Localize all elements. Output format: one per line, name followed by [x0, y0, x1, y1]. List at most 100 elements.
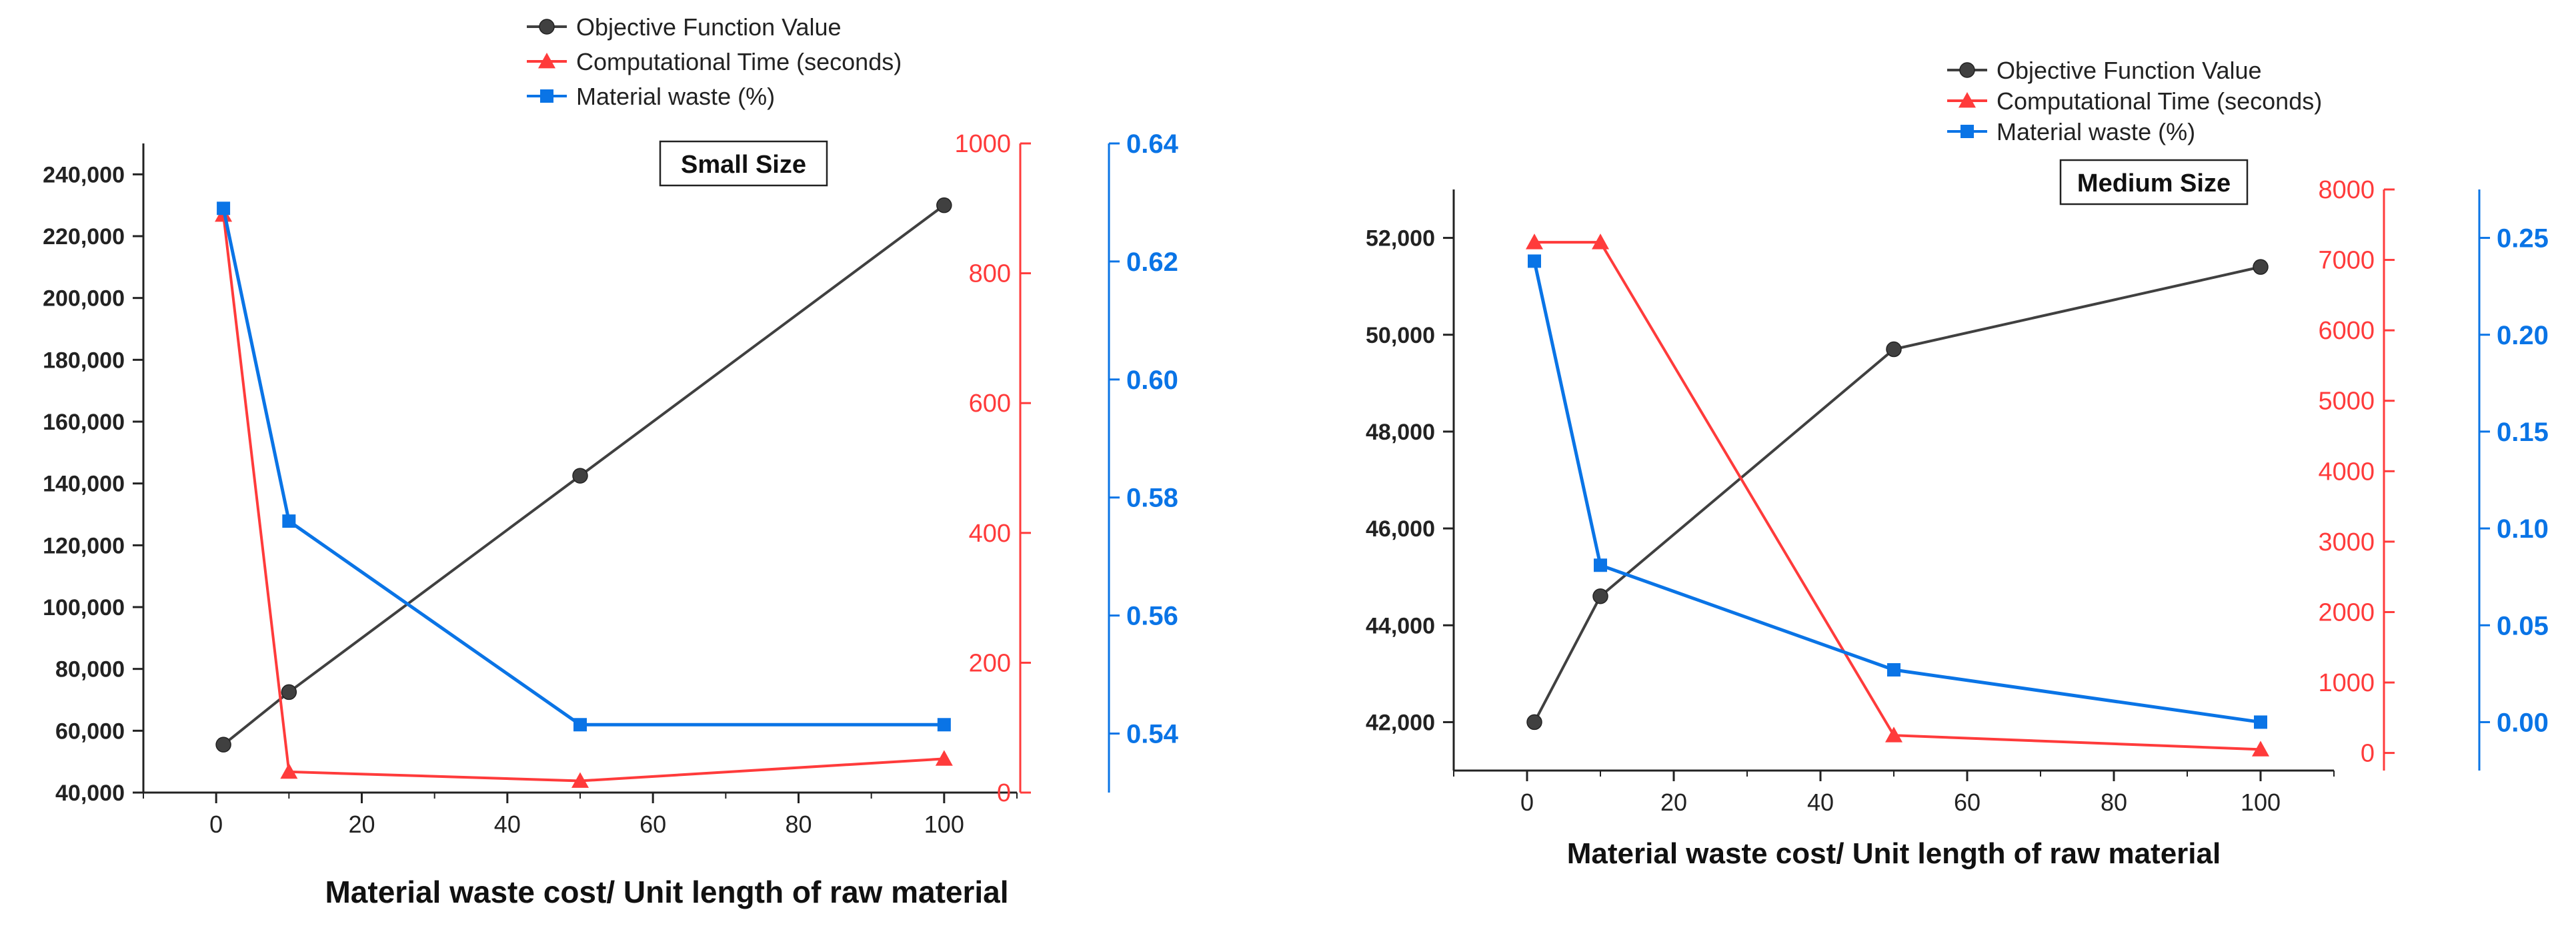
y3-tick-label: 0.62: [1126, 248, 1178, 277]
data-point-circle: [936, 197, 952, 213]
y3-tick-label: 0.64: [1126, 129, 1179, 159]
legend-label: Computational Time (seconds): [1997, 87, 2322, 115]
y3-tick-label: 0.10: [2497, 514, 2549, 544]
data-point-square: [1887, 663, 1900, 677]
y3-tick-label: 0.54: [1126, 720, 1179, 749]
y1-tick-label: 50,000: [1366, 323, 1435, 348]
y3-tick-label: 0.60: [1126, 366, 1178, 395]
series-line-square: [221, 207, 944, 727]
y2-tick-label: 0: [997, 779, 1011, 807]
data-point-circle: [281, 684, 297, 701]
series-line-circle: [222, 204, 946, 746]
data-point-square: [217, 201, 231, 215]
y1-tick-label: 80,000: [55, 657, 125, 682]
y2-tick-label: 200: [969, 649, 1011, 677]
legend-label: Objective Function Value: [1997, 57, 2262, 84]
x-tick-label: 0: [1520, 789, 1534, 816]
series-line-circle: [1533, 266, 2261, 723]
y2-tick-label: 3000: [2318, 528, 2375, 556]
x-axis-title: Material waste cost/ Unit length of raw …: [1567, 837, 2221, 870]
data-point-square: [937, 718, 951, 732]
legend-marker-square: [1961, 125, 1974, 138]
legend-label: Material waste (%): [1997, 118, 2195, 145]
y2-tick-label: 6000: [2318, 317, 2375, 345]
legend-marker-triangle: [538, 53, 555, 69]
y2-tick-label: 600: [969, 390, 1011, 418]
y1-tick-label: 40,000: [55, 781, 125, 806]
y1-tick-label: 100,000: [43, 595, 125, 620]
x-tick-label: 20: [348, 811, 375, 838]
data-point-triangle: [280, 763, 298, 779]
y3-tick-label: 0.00: [2497, 708, 2549, 737]
x-tick-label: 40: [494, 811, 521, 838]
y3-tick-label: 0.05: [2497, 611, 2549, 640]
x-tick-label: 100: [2241, 789, 2281, 816]
y1-tick-label: 46,000: [1366, 516, 1435, 542]
x-axis-title: Material waste cost/ Unit length of raw …: [325, 875, 1008, 909]
legend-marker-square: [540, 89, 553, 103]
y1-tick-label: 200,000: [43, 286, 125, 312]
y1-tick-label: 60,000: [55, 719, 125, 744]
data-point-square: [1594, 558, 1607, 572]
chart-medium-size: 0 20 40 60 80 100 42,000 44,000 46,000 48,000 50,0…: [1366, 57, 2549, 870]
y1-tick-label: 140,000: [43, 472, 125, 497]
y2-tick-label: 7000: [2318, 247, 2375, 275]
data-point-square: [573, 718, 587, 732]
series-line-triangle: [222, 214, 944, 783]
y2-tick-label: 1000: [2318, 669, 2375, 697]
y1-tick-label: 220,000: [43, 224, 125, 250]
legend-label: Objective Function Value: [576, 13, 842, 41]
legend-marker-circle: [1959, 62, 1975, 78]
legend-label: Material waste (%): [576, 83, 775, 110]
data-point-triangle: [2252, 741, 2269, 757]
data-point-circle: [1592, 588, 1608, 604]
title-box: [2059, 159, 2249, 205]
y2-tick-label: 800: [969, 260, 1011, 288]
data-point-triangle: [1592, 234, 1609, 250]
y3-tick-label: 0.15: [2497, 418, 2549, 447]
data-point-square: [282, 514, 296, 528]
y1-tick-label: 44,000: [1366, 613, 1435, 638]
chart-title: Small Size: [681, 151, 806, 179]
data-point-circle: [1886, 341, 1902, 358]
y2-tick-label: 4000: [2318, 458, 2375, 486]
y1-tick-label: 160,000: [43, 410, 125, 435]
y3-tick-label: 0.25: [2497, 224, 2549, 254]
y2-tick-label: 400: [969, 520, 1011, 548]
data-point-circle: [572, 468, 588, 484]
y3-tick-label: 0.20: [2497, 321, 2549, 350]
x-tick-label: 60: [639, 811, 666, 838]
y2-tick-label: 1000: [954, 130, 1011, 158]
x-tick-label: 20: [1660, 789, 1687, 816]
data-point-square: [2254, 715, 2267, 729]
x-tick-label: 40: [1807, 789, 1834, 816]
x-tick-label: 80: [785, 811, 812, 838]
y1-tick-label: 180,000: [43, 348, 125, 373]
x-tick-label: 100: [924, 811, 964, 838]
y1-tick-label: 42,000: [1366, 710, 1435, 735]
x-tick-label: 80: [2101, 789, 2127, 816]
chart-title: Medium Size: [2077, 169, 2231, 197]
data-point-triangle: [571, 772, 589, 788]
data-point-circle: [1526, 714, 1542, 731]
data-point-triangle: [1526, 234, 1543, 250]
x-tick-label: 0: [209, 811, 223, 838]
data-point-circle: [215, 737, 231, 753]
data-point-triangle: [935, 750, 953, 766]
y1-tick-label: 120,000: [43, 533, 125, 558]
data-point-triangle: [1885, 727, 1902, 743]
y2-tick-label: 2000: [2318, 598, 2375, 626]
legend-label: Computational Time (seconds): [576, 48, 902, 75]
chart-small-size: 0 20 40 60 80 100 40,000 60,000 80,000 100,000 120…: [43, 13, 1179, 909]
y2-tick-label: 5000: [2318, 388, 2375, 416]
legend-marker-triangle: [1959, 92, 1976, 108]
series-line-triangle: [1534, 241, 2261, 751]
series-line-square: [1532, 260, 2261, 724]
y1-tick-label: 52,000: [1366, 226, 1435, 252]
y2-tick-label: 8000: [2318, 176, 2375, 204]
title-box: [659, 140, 828, 187]
legend-marker-circle: [539, 19, 555, 35]
data-point-circle: [2253, 259, 2269, 275]
